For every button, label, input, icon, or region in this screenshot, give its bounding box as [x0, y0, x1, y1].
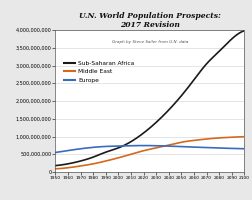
Line: Middle East: Middle East — [55, 137, 244, 169]
Europe — [54, 151, 57, 154]
Line: Europe: Europe — [55, 146, 244, 152]
Sub-Saharan Africa — [225, 43, 228, 45]
Europe — [170, 145, 173, 147]
Title: U.N. World Population Prospects:
2017 Revision: U.N. World Population Prospects: 2017 Re… — [79, 12, 221, 29]
Text: Graph by Steve Sailer from U.N. data: Graph by Steve Sailer from U.N. data — [112, 40, 188, 44]
Middle East — [54, 168, 57, 170]
Legend: Sub-Saharan Africa, Middle East, Europe: Sub-Saharan Africa, Middle East, Europe — [62, 58, 137, 85]
Sub-Saharan Africa — [243, 30, 246, 32]
Middle East — [225, 136, 228, 139]
Middle East — [166, 144, 169, 146]
Europe — [55, 151, 58, 154]
Middle East — [170, 143, 173, 146]
Sub-Saharan Africa — [170, 106, 173, 109]
Europe — [166, 145, 169, 147]
Line: Sub-Saharan Africa: Sub-Saharan Africa — [55, 31, 244, 166]
Sub-Saharan Africa — [54, 164, 57, 167]
Sub-Saharan Africa — [166, 110, 169, 113]
Europe — [214, 147, 217, 149]
Sub-Saharan Africa — [166, 110, 169, 112]
Middle East — [243, 135, 246, 138]
Middle East — [166, 144, 169, 147]
Middle East — [55, 168, 58, 170]
Europe — [226, 147, 229, 149]
Sub-Saharan Africa — [55, 164, 58, 167]
Europe — [142, 144, 145, 147]
Europe — [167, 145, 170, 147]
Middle East — [213, 137, 216, 139]
Sub-Saharan Africa — [213, 54, 216, 57]
Europe — [243, 148, 246, 150]
